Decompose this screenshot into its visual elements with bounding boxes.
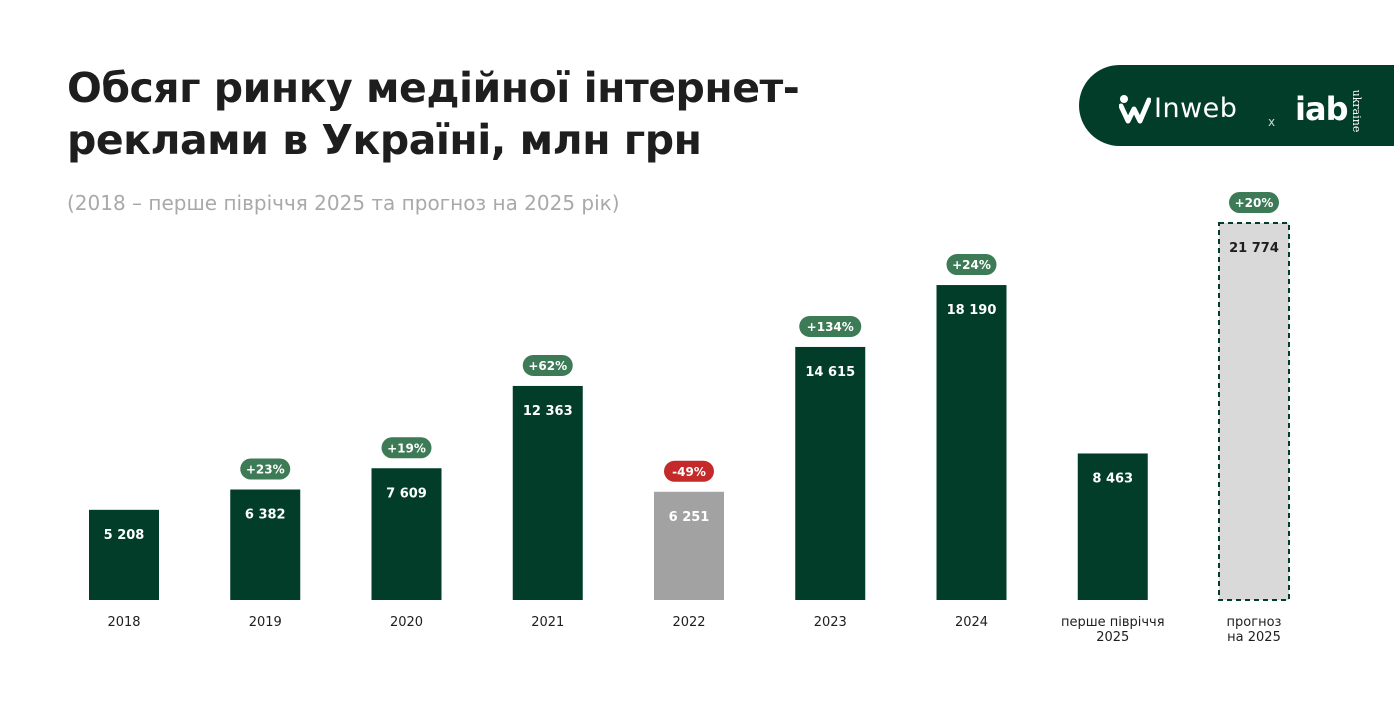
- bar-value-label: 7 609: [386, 486, 427, 501]
- bar: [654, 491, 724, 600]
- category-label: 2021: [531, 615, 564, 630]
- bar-value-label: 8 463: [1092, 471, 1133, 486]
- change-badge-label: +20%: [1235, 196, 1274, 210]
- change-badge: [946, 254, 997, 276]
- bar-value-label: 5 208: [104, 528, 145, 543]
- chart-title: Обсяг ринку медійної інтернет-реклами в …: [67, 64, 800, 164]
- change-badge: [522, 354, 573, 376]
- bar-value-label: 6 251: [669, 510, 710, 525]
- inweb-logo-icon: [1119, 95, 1151, 124]
- bar-value-label: 21 774: [1229, 241, 1279, 256]
- category-label: 2019: [249, 615, 282, 630]
- change-badge-label: +23%: [246, 463, 285, 477]
- bar: [230, 489, 301, 600]
- bar-value-label: 6 382: [245, 508, 286, 523]
- bar: [1077, 453, 1148, 600]
- category-label: 2023: [814, 615, 847, 630]
- change-badge: [1229, 192, 1279, 213]
- category-label: на 2025: [1227, 630, 1281, 645]
- change-badge-label: +19%: [387, 441, 426, 455]
- inweb-logo: Inweb: [1119, 93, 1237, 125]
- bar: [89, 509, 159, 600]
- category-label: перше півріччя: [1061, 615, 1165, 630]
- bar: [371, 468, 442, 600]
- change-badge: [664, 460, 714, 482]
- category-label: 2024: [955, 615, 988, 630]
- change-badge-label: -49%: [672, 465, 706, 479]
- change-badge-label: +62%: [528, 359, 567, 373]
- bar-value-label: 18 190: [947, 303, 997, 318]
- change-badge: [799, 315, 862, 337]
- category-label: 2020: [390, 615, 423, 630]
- brand-logo-panel: Inweb x iab ukraine: [1079, 65, 1394, 146]
- bar: [512, 385, 583, 600]
- bar-value-label: 14 615: [805, 365, 855, 380]
- change-badge: [381, 437, 432, 459]
- logo-separator: x: [1268, 115, 1276, 129]
- category-label: 2018: [107, 615, 140, 630]
- chart-subtitle: (2018 – перше півріччя 2025 та прогноз н…: [67, 191, 620, 215]
- bar: [795, 346, 866, 600]
- category-label: прогноз: [1227, 615, 1282, 630]
- bar: [936, 285, 1007, 600]
- bar: [1218, 222, 1290, 601]
- category-label: 2025: [1096, 630, 1129, 645]
- change-badge-label: +134%: [807, 320, 854, 334]
- change-badge-label: +24%: [952, 258, 991, 272]
- inweb-logo-text: Inweb: [1154, 93, 1238, 124]
- change-badge: [240, 458, 291, 480]
- bar-value-label: 12 363: [523, 404, 573, 419]
- category-label: 2022: [672, 615, 705, 630]
- iab-logo-text: iab: [1295, 90, 1348, 128]
